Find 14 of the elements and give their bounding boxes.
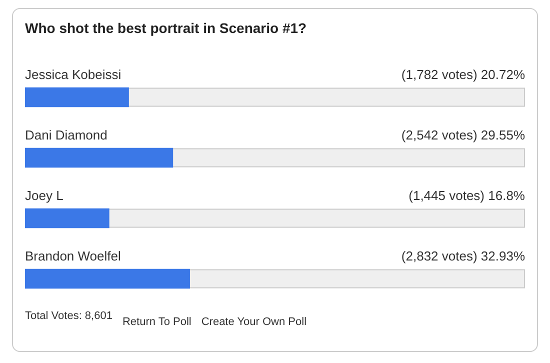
data-label: (1,445 votes) 16.8% xyxy=(408,188,526,203)
data-label: (2,542 votes) 29.55% xyxy=(401,127,526,142)
text: Return To Poll xyxy=(122,316,192,328)
text: Create Your Own Poll xyxy=(201,316,307,328)
y-tick-label: Jessica Kobeissi xyxy=(25,66,122,82)
data-label: (2,832 votes) 32.93% xyxy=(401,248,526,264)
data-label: (1,782 votes) 20.72% xyxy=(401,66,526,82)
y-tick-label: Brandon Woelfel xyxy=(25,248,121,264)
chart-title: Who shot the best portrait in Scenario #1? xyxy=(25,20,307,36)
bar xyxy=(25,208,110,228)
bar xyxy=(25,87,129,108)
y-tick-label: Joey L xyxy=(25,188,64,203)
y-tick-label: Dani Diamond xyxy=(25,127,108,142)
text: Total Votes: 8,601 xyxy=(25,310,112,322)
